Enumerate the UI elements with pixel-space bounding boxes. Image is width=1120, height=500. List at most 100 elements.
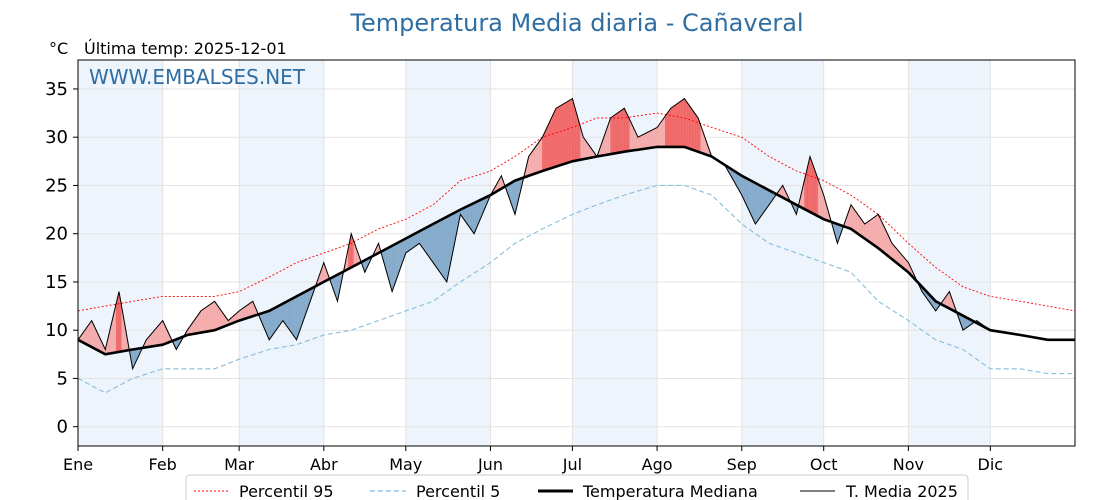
anomaly-fill <box>640 133 644 150</box>
anomaly-fill <box>675 101 680 148</box>
anomaly-fill <box>648 129 652 149</box>
anomaly-fill <box>689 105 693 151</box>
anomaly-fill <box>424 226 428 256</box>
anomaly-fill <box>692 109 696 152</box>
last-temp-label: Última temp: 2025-12-01 <box>84 39 287 58</box>
anomaly-fill <box>544 125 549 171</box>
x-tick-label: Nov <box>893 455 924 474</box>
unit-label: °C <box>49 39 68 58</box>
anomaly-fill <box>432 222 437 268</box>
anomaly-fill <box>547 119 551 170</box>
anomaly-fill <box>293 295 297 341</box>
anomaly-fill <box>430 223 434 264</box>
anomaly-fill <box>610 115 614 155</box>
anomaly-fill <box>757 183 762 222</box>
legend-label-median: Temperatura Mediana <box>582 482 758 500</box>
legend-frame <box>185 474 969 500</box>
anomaly-fill <box>752 181 756 225</box>
plot-frame <box>77 59 1076 447</box>
series-p95-line <box>77 112 1076 312</box>
y-tick-label: 30 <box>45 127 68 148</box>
y-tick-label: 0 <box>57 417 68 438</box>
anomaly-fill <box>214 300 218 331</box>
y-tick-label: 5 <box>57 368 68 389</box>
series-lines <box>77 97 1076 394</box>
x-tick-label: Sep <box>727 455 757 474</box>
anomaly-fill <box>621 107 625 153</box>
x-axis: Ene Feb Mar Abr May Jun Jul Ago Sep Oct Nov Dic <box>63 446 1003 474</box>
anomaly-fill <box>686 101 691 150</box>
anomaly-fill <box>550 113 554 169</box>
anomaly-fill <box>290 297 295 337</box>
anomaly-fill <box>552 108 557 168</box>
anomaly-fill <box>662 115 666 148</box>
anomaly-fill <box>438 219 442 276</box>
anomaly-fill <box>203 306 207 333</box>
anomaly-fill <box>427 224 431 260</box>
y-tick-label: 15 <box>45 272 68 293</box>
anomaly-fill <box>867 219 871 243</box>
y-tick-label: 10 <box>45 320 68 341</box>
anomaly-fill <box>561 102 565 166</box>
anomaly-fill <box>755 182 759 225</box>
month-shading <box>78 60 991 446</box>
anomaly-fill <box>536 140 540 174</box>
month-shade <box>239 60 324 446</box>
anomaly-fill <box>869 217 874 245</box>
anomaly-fill <box>667 107 672 148</box>
month-shade <box>908 60 991 446</box>
anomaly-fill <box>206 304 210 333</box>
anomaly-fill <box>670 105 674 148</box>
anomaly-fill <box>681 98 685 148</box>
anomaly-fill <box>618 109 622 153</box>
anomaly-fill <box>566 99 570 164</box>
legend-label-p95: Percentil 95 <box>239 482 334 500</box>
anomaly-fill <box>443 216 448 283</box>
anomaly-fill <box>440 217 445 280</box>
x-tick-label: Mar <box>224 455 255 474</box>
legend-label-p5: Percentil 5 <box>416 482 500 500</box>
series-median-line <box>77 145 1075 356</box>
anomaly-fill <box>684 97 688 149</box>
anomaly-fill <box>159 319 163 346</box>
series-current-line <box>77 97 991 371</box>
anomaly-fill <box>624 108 628 153</box>
legend-label-current: T. Media 2025 <box>845 482 958 500</box>
anomaly-fill <box>533 143 538 175</box>
anomaly-fill <box>760 185 764 218</box>
x-tick-label: May <box>389 455 422 474</box>
anomaly-fill <box>613 113 617 154</box>
anomaly-fill <box>809 156 814 214</box>
anomaly-fill <box>211 300 215 332</box>
legend: Percentil 95 Percentil 5 Temperatura Med… <box>185 474 969 500</box>
anomaly-fill <box>555 106 560 168</box>
anomaly-fill <box>654 127 658 148</box>
anomaly-fill <box>271 307 275 337</box>
x-tick-label: Jul <box>562 455 582 474</box>
anomaly-fill <box>200 308 204 333</box>
anomaly-fill <box>268 308 273 341</box>
anomaly-fill <box>875 213 879 249</box>
x-tick-label: Oct <box>810 455 838 474</box>
chart-title: Temperatura Media diaria - Cañaveral <box>349 9 803 37</box>
anomaly-fill <box>569 98 573 163</box>
watermark: WWW.EMBALSES.NET <box>89 65 306 89</box>
anomaly-fill <box>539 136 543 173</box>
anomaly-fill <box>872 215 876 247</box>
x-tick-label: Ene <box>63 455 93 474</box>
anomaly-fill <box>678 99 682 148</box>
anomaly-fill <box>695 113 699 153</box>
x-tick-label: Ago <box>642 455 673 474</box>
y-tick-label: 25 <box>45 175 68 196</box>
anomaly-fill <box>288 298 292 334</box>
anomaly-fill <box>651 128 655 149</box>
anomaly-fill <box>558 104 562 167</box>
anomaly-fill <box>563 101 568 165</box>
anomaly-fill <box>637 135 641 151</box>
anomaly-fill <box>208 302 213 332</box>
x-tick-label: Jun <box>477 455 503 474</box>
anomaly-fill <box>645 131 650 149</box>
series-p5-line <box>77 184 1075 394</box>
anomaly-fill <box>643 132 647 150</box>
